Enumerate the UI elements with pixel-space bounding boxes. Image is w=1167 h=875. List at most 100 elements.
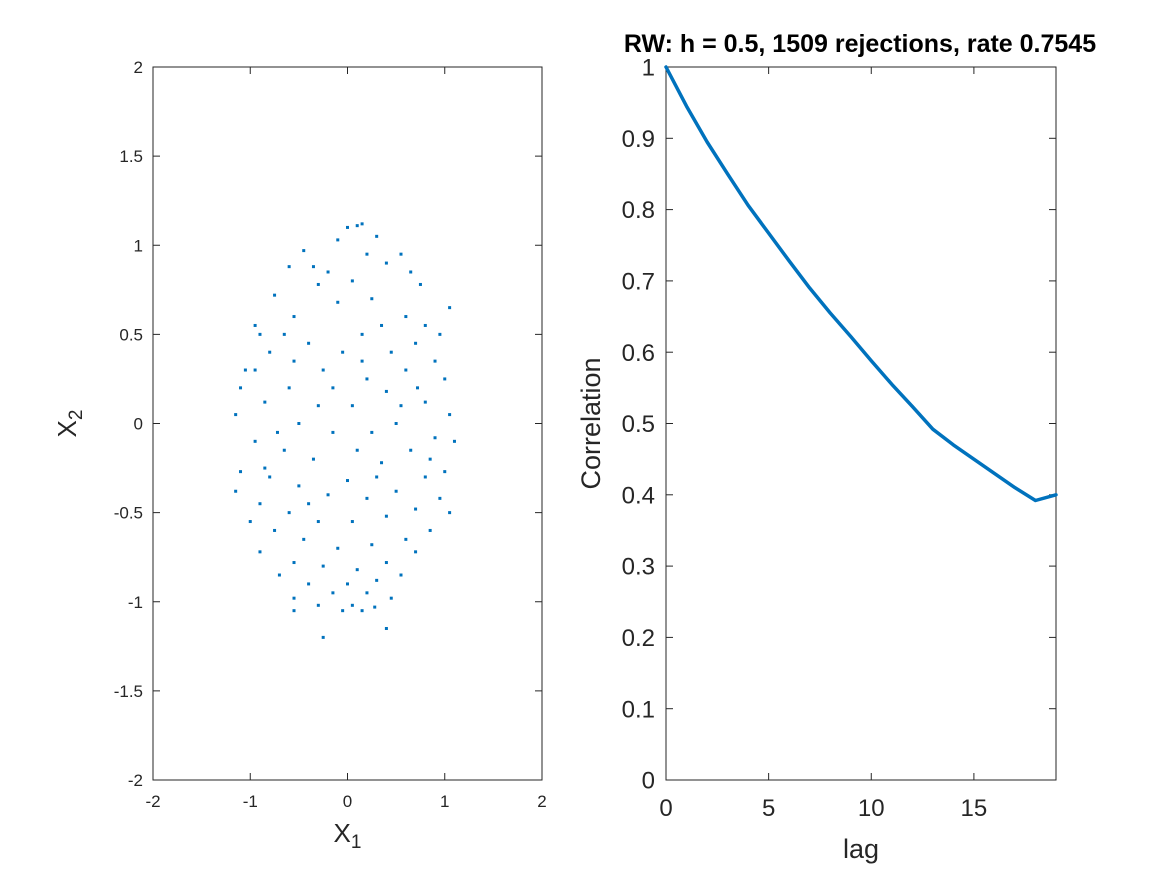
scatter-point <box>389 596 393 600</box>
scatter-point <box>282 448 286 452</box>
correlation-series <box>664 65 1058 503</box>
scatter-point <box>394 489 398 493</box>
scatter-point <box>292 359 296 363</box>
scatter-point <box>428 528 432 532</box>
scatter-point <box>399 252 403 256</box>
scatter-point <box>316 520 320 524</box>
scatter-point <box>253 323 257 327</box>
scatter-point <box>282 332 286 336</box>
scatter-point <box>292 561 296 565</box>
scatter-point <box>341 350 345 354</box>
scatter-point <box>287 265 291 269</box>
scatter-point <box>321 635 325 639</box>
scatter-point <box>263 400 267 404</box>
scatter-point <box>297 484 301 488</box>
scatter-y-tick-label: -0.5 <box>114 504 143 523</box>
scatter-point <box>307 341 311 345</box>
correlation-line <box>664 65 1058 503</box>
correlation-panel: RW: h = 0.5, 1509 rejections, rate 0.754… <box>576 30 1096 864</box>
scatter-axes: -2 -1 0 1 2 -2 -1.5 -1 -0.5 0 0.5 1 1.5 2 <box>114 58 547 811</box>
scatter-point <box>307 582 311 586</box>
scatter-point <box>302 537 306 541</box>
scatter-point <box>380 461 384 465</box>
scatter-point <box>297 422 301 425</box>
scatter-point <box>360 359 364 363</box>
scatter-point <box>292 596 296 600</box>
scatter-point <box>268 475 272 479</box>
scatter-point <box>287 511 291 515</box>
scatter-y-tick-label: -2 <box>128 771 143 790</box>
correlation-plot-frame <box>665 66 1057 781</box>
scatter-point <box>423 475 427 479</box>
scatter-point <box>326 493 330 497</box>
scatter-point <box>302 249 306 253</box>
scatter-x-axis-label: X1 <box>334 818 362 853</box>
scatter-point <box>365 252 369 256</box>
scatter-point <box>414 507 418 511</box>
scatter-point <box>399 573 403 577</box>
correlation-x-axis-label: lag <box>843 834 879 864</box>
scatter-point <box>341 609 345 613</box>
scatter-point <box>443 377 447 381</box>
scatter-point <box>384 626 388 630</box>
scatter-point <box>404 368 408 372</box>
scatter-point <box>336 300 340 304</box>
correlation-y-tick-label: 0.6 <box>622 340 655 367</box>
scatter-point <box>370 543 374 547</box>
scatter-point <box>365 591 369 595</box>
correlation-y-tick-label: 0.2 <box>622 625 655 652</box>
scatter-points <box>234 222 456 639</box>
scatter-point <box>239 470 243 474</box>
scatter-point <box>433 359 437 363</box>
scatter-point <box>275 430 279 434</box>
scatter-point <box>375 475 379 479</box>
scatter-point <box>380 323 384 327</box>
scatter-point <box>365 496 369 500</box>
scatter-point <box>384 514 388 518</box>
scatter-plot-frame <box>152 66 543 781</box>
correlation-x-tick-label: 0 <box>659 795 672 822</box>
correlation-y-tick-label: 0.5 <box>622 411 655 438</box>
correlation-x-tick-label: 5 <box>762 795 775 822</box>
scatter-point <box>350 404 354 408</box>
correlation-y-tick-label: 0.8 <box>622 197 655 224</box>
scatter-point <box>243 368 247 372</box>
scatter-point <box>253 368 257 372</box>
scatter-point <box>416 386 420 390</box>
scatter-point <box>389 350 393 354</box>
scatter-point <box>258 502 262 506</box>
scatter-point <box>375 578 379 582</box>
correlation-axes: 0 5 10 15 0 0.1 0.2 0.3 0.4 0.5 0.6 0.7 0.8 0.9 1 <box>622 55 1057 822</box>
correlation-y-tick-label: 0.7 <box>622 269 655 296</box>
scatter-point <box>331 430 335 434</box>
correlation-y-tick-label: 0.3 <box>622 554 655 581</box>
scatter-point <box>448 306 452 310</box>
scatter-point <box>438 496 442 500</box>
correlation-y-tick-label: 1 <box>642 55 655 82</box>
scatter-point <box>336 546 340 550</box>
scatter-point <box>234 489 238 493</box>
scatter-point <box>350 603 354 607</box>
scatter-x-axis-label-main: X <box>334 818 351 848</box>
correlation-y-tick-label: 0.9 <box>622 126 655 153</box>
scatter-point <box>277 573 281 577</box>
scatter-point <box>399 404 403 408</box>
scatter-point <box>355 224 359 228</box>
scatter-y-axis-label-subscript: 2 <box>66 410 87 421</box>
scatter-point <box>234 413 238 417</box>
correlation-x-tick-label: 15 <box>961 795 988 822</box>
scatter-point <box>316 603 320 607</box>
scatter-point <box>360 609 364 613</box>
scatter-point <box>292 315 296 319</box>
scatter-point <box>248 520 252 524</box>
scatter-y-tick-label: 1.5 <box>119 147 143 166</box>
scatter-y-tick-label: 1 <box>134 236 143 255</box>
scatter-point <box>365 377 369 381</box>
scatter-point <box>418 282 422 286</box>
scatter-point <box>307 502 311 506</box>
scatter-point <box>404 537 408 541</box>
scatter-point <box>370 430 374 434</box>
scatter-x-tick-label: -2 <box>145 792 160 811</box>
scatter-point <box>331 386 335 390</box>
scatter-point <box>253 439 257 443</box>
